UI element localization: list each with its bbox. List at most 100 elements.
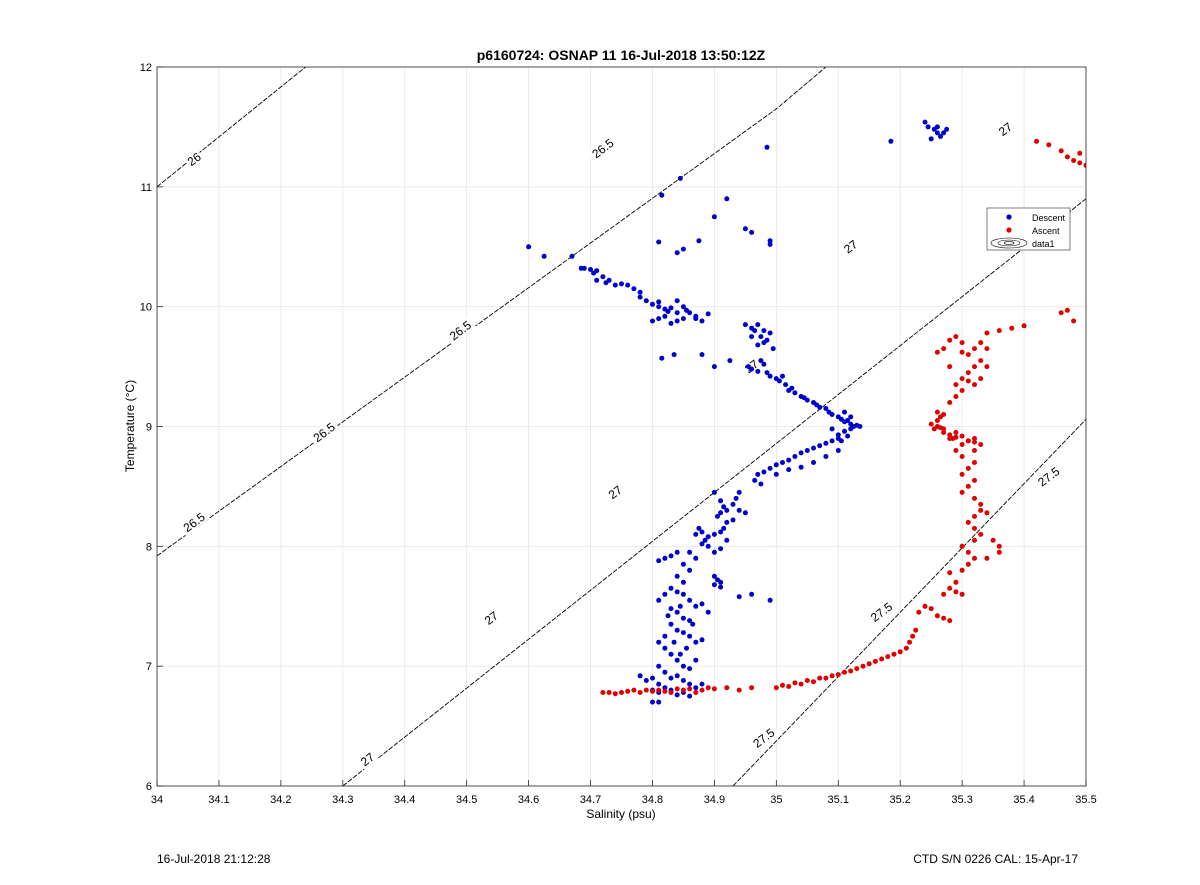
ascent-point [643, 687, 649, 693]
ascent-point [965, 438, 971, 444]
descent-point [752, 328, 758, 334]
descent-point [944, 126, 950, 132]
descent-point [767, 597, 773, 603]
ascent-point [947, 570, 953, 576]
descent-point [637, 289, 643, 295]
descent-point [838, 438, 844, 444]
descent-point [845, 433, 851, 439]
descent-point [811, 460, 816, 465]
descent-point [588, 267, 593, 272]
descent-point [702, 537, 708, 543]
ascent-point [972, 439, 977, 445]
descent-point [693, 657, 699, 663]
ascent-point [798, 681, 804, 687]
x-tick-label: 34.8 [642, 794, 663, 806]
descent-point [715, 513, 720, 519]
descent-point [674, 318, 680, 324]
descent-point [817, 443, 823, 449]
descent-point [687, 693, 693, 699]
ascent-point [978, 531, 984, 537]
ascent-point [1058, 310, 1064, 316]
contour-legend-icon [990, 237, 1028, 249]
ascent-point [625, 688, 631, 694]
descent-point [699, 352, 705, 358]
descent-point [569, 253, 575, 259]
ascent-point [984, 346, 990, 352]
descent-point [730, 517, 736, 523]
contour-label-bg [178, 507, 210, 537]
descent-point [749, 334, 755, 340]
descent-point [674, 589, 680, 595]
ascent-point [972, 346, 977, 352]
descent-point [625, 282, 631, 288]
ascent-point [928, 606, 934, 612]
descent-point [541, 253, 547, 259]
ascent-point [674, 686, 680, 692]
descent-point [764, 337, 770, 343]
ascent-point [965, 549, 971, 555]
ascent-point [619, 690, 624, 695]
ascent-point [804, 678, 810, 683]
descent-point [687, 310, 693, 316]
descent-point [823, 454, 829, 459]
descent-point [662, 591, 668, 597]
x-tick-label: 34 [151, 794, 163, 806]
descent-point [724, 537, 730, 543]
descent-point [823, 406, 829, 411]
ascent-point [959, 489, 965, 495]
ascent-point [910, 633, 916, 639]
descent-point [650, 318, 655, 324]
ascent-point [953, 382, 959, 388]
descent-point [845, 418, 851, 423]
y-tick-label: 6 [146, 781, 152, 793]
ascent-point [965, 465, 971, 471]
descent-point [758, 334, 764, 340]
ascent-point [984, 555, 990, 561]
ascent-point [1021, 323, 1027, 329]
descent-point [677, 603, 683, 609]
descent-point [752, 477, 758, 483]
ascent-point [978, 501, 984, 507]
ascent-point [829, 673, 835, 679]
ascent-point [953, 430, 959, 435]
descent-point [758, 358, 764, 364]
ascent-point [953, 579, 959, 585]
x-tick-label: 34.3 [332, 794, 353, 806]
descent-point [656, 699, 662, 705]
ascent-point [972, 477, 977, 483]
descent-point [823, 440, 829, 446]
descent-point [656, 299, 662, 305]
descent-point [600, 274, 606, 280]
descent-point [721, 504, 727, 510]
descent-point [724, 519, 730, 525]
contour-label-bg [480, 607, 502, 629]
ascent-point [1077, 150, 1083, 156]
descent-point [668, 621, 674, 627]
descent-point [674, 627, 680, 633]
ascent-point [959, 591, 965, 597]
descent-point [665, 309, 671, 314]
descent-point [526, 244, 532, 250]
contour-label-bg [1032, 462, 1065, 491]
ascent-point [811, 679, 816, 685]
x-axis-label: Salinity (psu) [586, 807, 655, 821]
descent-point [755, 471, 761, 477]
descent-point [718, 579, 724, 585]
ascent-point [941, 412, 947, 417]
ascent-point [928, 421, 934, 427]
descent-point [684, 645, 689, 651]
ascent-point [922, 603, 928, 609]
ascent-point [1034, 138, 1039, 144]
legend-marker-descent [1006, 214, 1012, 220]
descent-point [767, 465, 773, 471]
ascent-point [656, 687, 662, 693]
ascent-point [965, 378, 971, 384]
ascent-point [972, 513, 977, 519]
descent-point [680, 678, 686, 683]
descent-point [798, 450, 804, 456]
contour-label: 27 [839, 236, 862, 257]
ascent-point [913, 627, 919, 633]
ascent-point [693, 690, 699, 695]
legend-label-ascent: Ascent [1032, 226, 1060, 236]
